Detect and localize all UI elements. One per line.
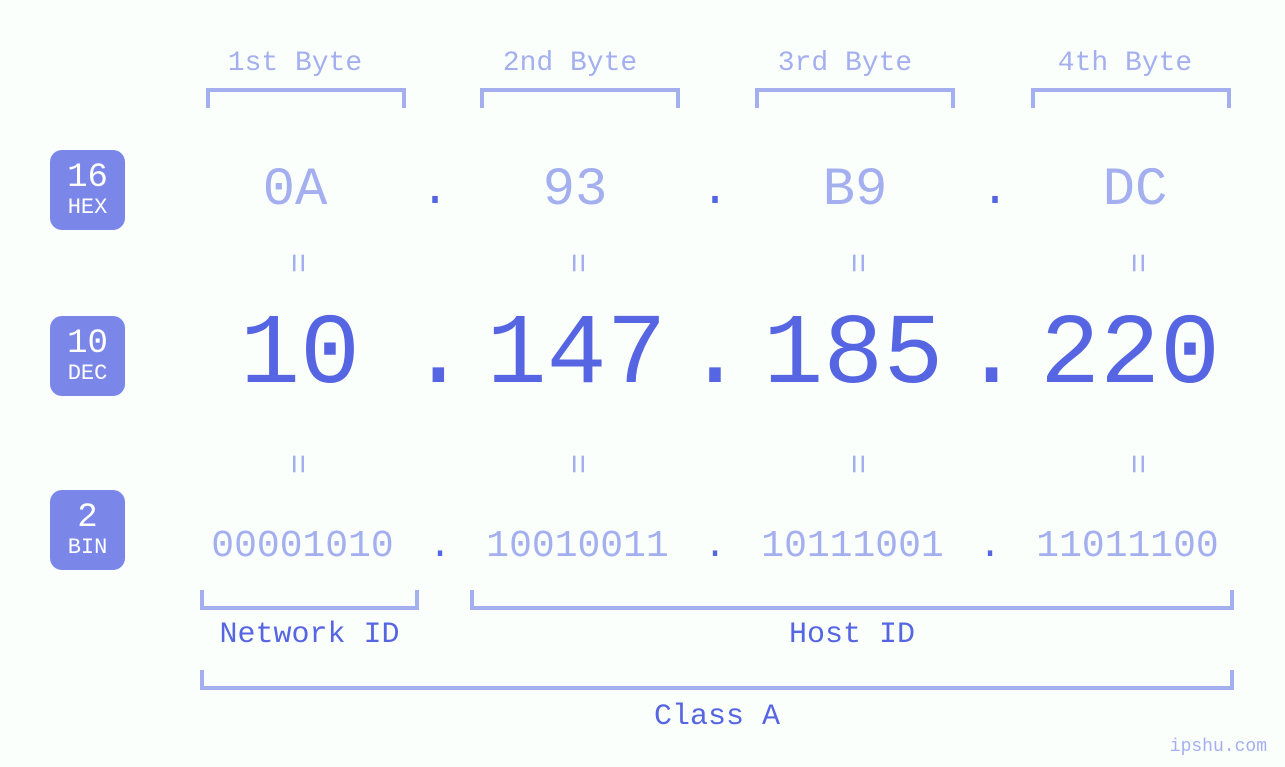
byte-label-2: 2nd Byte [470, 48, 670, 79]
dec-row: 10 . 147 . 185 . 220 [195, 300, 1235, 413]
class-label: Class A [200, 700, 1234, 734]
byte-label-1: 1st Byte [195, 48, 395, 79]
top-bracket-2 [480, 88, 680, 108]
network-id-label: Network ID [200, 618, 419, 652]
badge-hex-base: 16 [50, 161, 125, 197]
hex-dot-2: . [695, 164, 735, 218]
top-bracket-4 [1031, 88, 1231, 108]
byte-label-4: 4th Byte [1025, 48, 1225, 79]
bin-byte-4: 11011100 [1020, 525, 1235, 568]
dec-dot-3: . [962, 300, 1022, 413]
watermark: ipshu.com [1170, 737, 1267, 757]
bin-dot-1: . [420, 525, 460, 568]
bin-dot-2: . [695, 525, 735, 568]
bin-byte-2: 10010011 [470, 525, 685, 568]
bin-byte-3: 10111001 [745, 525, 960, 568]
badge-hex-name: HEX [50, 196, 125, 219]
bin-dot-3: . [970, 525, 1010, 568]
hex-dot-3: . [975, 164, 1015, 218]
badge-bin-name: BIN [50, 536, 125, 559]
top-bracket-1 [206, 88, 406, 108]
bin-row: 00001010 . 10010011 . 10111001 . 1101110… [195, 525, 1235, 568]
equals-row-dec-bin: = = = = [195, 445, 1235, 483]
bin-byte-1: 00001010 [195, 525, 410, 568]
hex-row: 0A . 93 . B9 . DC [195, 160, 1235, 221]
bracket-host-id [470, 590, 1234, 610]
badge-bin: 2 BIN [50, 490, 125, 570]
dec-dot-2: . [685, 300, 745, 413]
dec-dot-1: . [408, 300, 468, 413]
equals-row-hex-dec: = = = = [195, 244, 1235, 282]
badge-bin-base: 2 [50, 501, 125, 537]
badge-hex: 16 HEX [50, 150, 125, 230]
host-id-label: Host ID [470, 618, 1234, 652]
bracket-network-id [200, 590, 419, 610]
badge-dec: 10 DEC [50, 316, 125, 396]
byte-label-3: 3rd Byte [745, 48, 945, 79]
top-bracket-3 [755, 88, 955, 108]
badge-dec-base: 10 [50, 327, 125, 363]
badge-dec-name: DEC [50, 362, 125, 385]
bracket-class [200, 670, 1234, 690]
hex-dot-1: . [415, 164, 455, 218]
